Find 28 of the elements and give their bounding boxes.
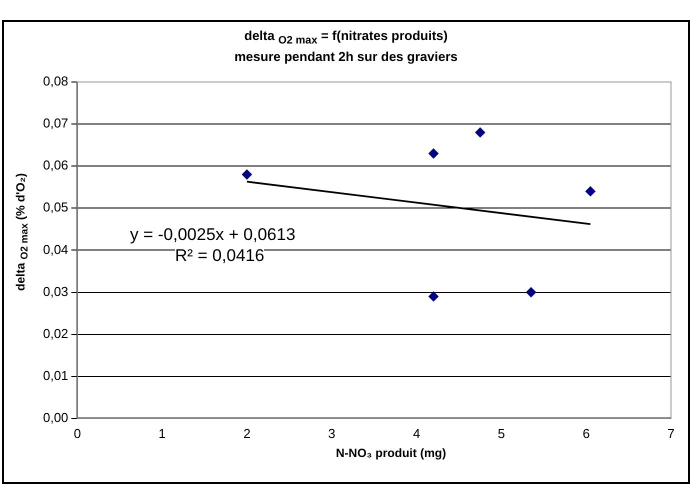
chart-title: delta $_{O2 max}$ = f(nitrates produits): [243, 28, 449, 49]
y-tick-label: 0,05: [42, 200, 68, 215]
x-axis-title: N-NO₃ produit (mg): [334, 446, 448, 460]
y-tick-label: 0,07: [42, 116, 68, 131]
x-tick-label: 6: [582, 426, 590, 441]
point: [526, 287, 536, 298]
x-tick-label: 5: [498, 426, 505, 441]
y-tick-label: 0,08: [42, 74, 68, 89]
x-tick-label: 0: [74, 426, 81, 441]
point: [242, 170, 252, 180]
point: [428, 148, 439, 158]
y-tick-label: 0,03: [42, 284, 68, 299]
annotation: R² = 0,0416: [175, 246, 264, 265]
y-tick-label: 0,01: [42, 368, 68, 383]
y-tick-label: 0,06: [42, 158, 68, 173]
x-tick-label: 2: [243, 426, 251, 441]
point: [428, 291, 439, 302]
point: [475, 127, 486, 138]
annotation: y = -0,0025x + 0,0613: [130, 225, 296, 244]
point: [585, 186, 596, 196]
chart-subtitle: mesure pendant 2h sur des graviers: [233, 48, 459, 65]
x-tick-label: 7: [667, 426, 675, 441]
x-tick-label: 4: [412, 426, 420, 441]
y-tick-label: 0,04: [42, 242, 68, 257]
y-tick-label: 0,00: [42, 410, 68, 425]
x-tick-label: 3: [328, 426, 336, 441]
y-tick-label: 0,02: [42, 326, 68, 341]
x-tick-label: 1: [158, 426, 166, 441]
